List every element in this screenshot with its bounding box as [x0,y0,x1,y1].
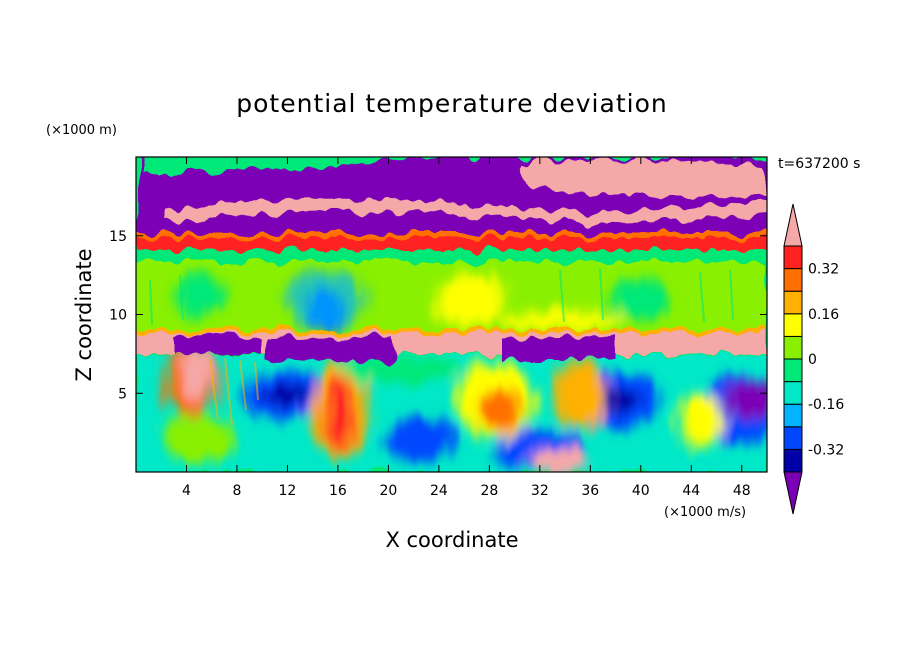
x-tick-label: 32 [531,483,549,499]
colorbar-segment [783,448,803,473]
colorbar-label: 0.32 [808,262,839,278]
x-tick-label: 24 [430,483,448,499]
colorbar-segment [783,335,803,360]
chart-title: potential temperature deviation [236,89,667,118]
y-tick-label: 15 [109,229,127,245]
x-ticks: 4 8 12 16 20 24 28 32 36 40 44 48 [182,157,751,499]
y-units-label: (×1000 m) [46,123,117,138]
x-tick-label: 20 [379,483,397,499]
y-ticks: 5 10 15 [109,229,767,402]
colorbar-segment [783,426,803,450]
x-tick-label: 4 [182,483,191,499]
x-tick-label: 36 [581,483,599,499]
heatmap-field [136,157,767,472]
y-tick-label: 5 [118,386,127,402]
y-axis-title: Z coordinate [72,248,96,381]
colorbar-segment [783,381,803,405]
x-tick-label: 8 [232,483,241,499]
colorbar-segment [783,358,803,383]
x-tick-label: 28 [480,483,498,499]
x-tick-label: 44 [682,483,700,499]
colorbar-segment [783,403,803,428]
colorbar-segment [783,245,803,270]
colorbar-label: 0 [808,352,817,368]
x-tick-label: 48 [733,483,751,499]
colorbar-segment [783,290,803,315]
field-streaks [149,267,734,426]
colorbar-label: 0.16 [808,307,839,323]
colorbar-label: -0.32 [808,442,844,458]
field-regions [136,157,767,472]
x-axis-title: X coordinate [385,528,518,552]
colorbar: 0.32 0.16 0 -0.16 -0.32 [783,203,844,515]
x-tick-label: 40 [632,483,650,499]
time-label: t=637200 s [778,156,860,172]
colorbar-segment [783,313,803,337]
x-tick-label: 12 [279,483,297,499]
x-units-label: (×1000 m/s) [664,505,746,520]
colorbar-top-extension [783,203,803,247]
x-tick-label: 16 [329,483,347,499]
colorbar-label: -0.16 [808,397,844,413]
colorbar-segment [783,268,803,292]
y-tick-label: 10 [109,308,127,324]
colorbar-bottom-extension [783,471,803,515]
